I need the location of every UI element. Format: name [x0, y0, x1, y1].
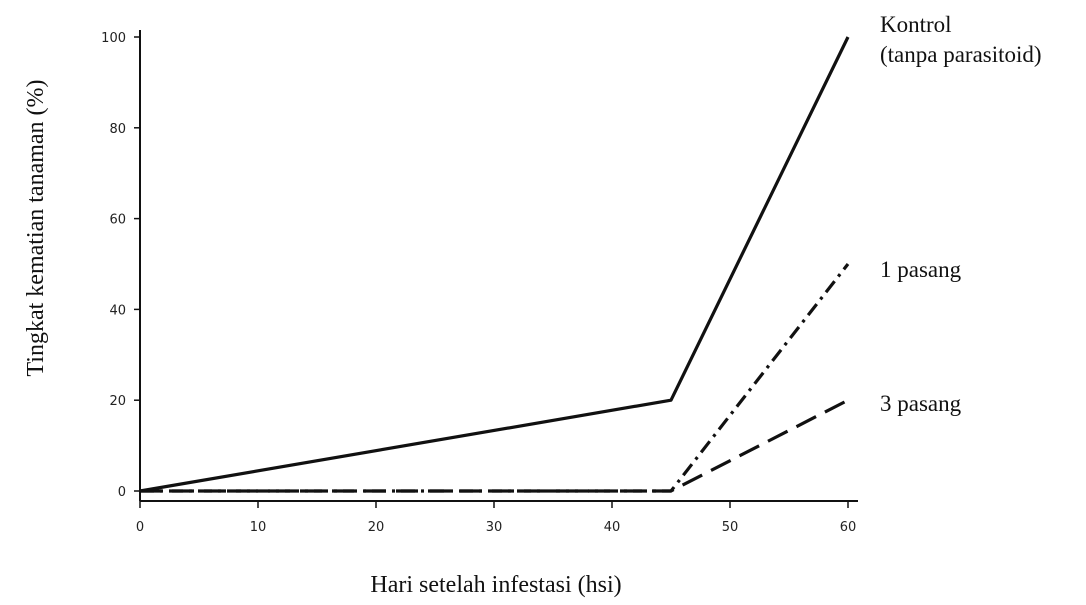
y-tick-label: 80: [109, 122, 126, 137]
series-labels: Kontrol (tanpa parasitoid) 1 pasang 3 pasan…: [880, 12, 1042, 416]
series-line-0: [139, 36, 850, 493]
x-tick-label: 20: [368, 520, 385, 535]
x-tick-label: 40: [604, 520, 621, 535]
series-label: (tanpa parasitoid): [880, 42, 1042, 67]
series-line-2: [140, 398, 849, 493]
y-tick-label: 40: [109, 303, 126, 318]
series-line-1: [140, 263, 850, 493]
x-axis-title: Hari setelah infestasi (hsi): [370, 572, 621, 598]
y-axis-title: Tingkat kematian tanaman (%): [23, 79, 49, 376]
series-label: 1 pasang: [880, 257, 962, 282]
series-label: Kontrol: [880, 12, 952, 37]
x-tick-label: 10: [250, 520, 267, 535]
x-tick-label: 60: [840, 520, 857, 535]
y-ticks: 0 20 40 60 80 100: [101, 31, 140, 500]
y-tick-label: 20: [109, 394, 126, 409]
axes: [139, 30, 858, 502]
x-ticks: 0 10 20 30 40 50 60: [136, 501, 856, 535]
y-tick-label: 100: [101, 31, 126, 46]
y-tick-label: 0: [118, 485, 126, 500]
x-tick-label: 30: [486, 520, 503, 535]
x-tick-label: 50: [722, 520, 739, 535]
y-tick-label: 60: [109, 213, 126, 228]
series-lines: [139, 36, 850, 493]
series-label: 3 pasang: [880, 391, 962, 416]
x-tick-label: 0: [136, 520, 144, 535]
